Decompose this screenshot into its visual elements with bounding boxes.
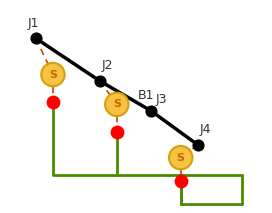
Circle shape xyxy=(41,63,65,86)
Text: B1: B1 xyxy=(138,89,154,102)
Text: S: S xyxy=(177,153,185,163)
Text: S: S xyxy=(49,70,57,79)
Circle shape xyxy=(169,146,193,169)
Point xyxy=(178,179,183,183)
Circle shape xyxy=(105,93,129,116)
Text: J4: J4 xyxy=(200,123,211,136)
Text: J1: J1 xyxy=(27,17,39,30)
Point xyxy=(51,101,55,104)
Point xyxy=(34,37,38,40)
Text: J2: J2 xyxy=(102,59,113,72)
Text: S: S xyxy=(113,99,121,109)
Point xyxy=(115,130,119,134)
Point xyxy=(196,143,200,147)
Point xyxy=(149,109,153,112)
Text: J3: J3 xyxy=(155,94,167,106)
Point xyxy=(98,79,102,83)
